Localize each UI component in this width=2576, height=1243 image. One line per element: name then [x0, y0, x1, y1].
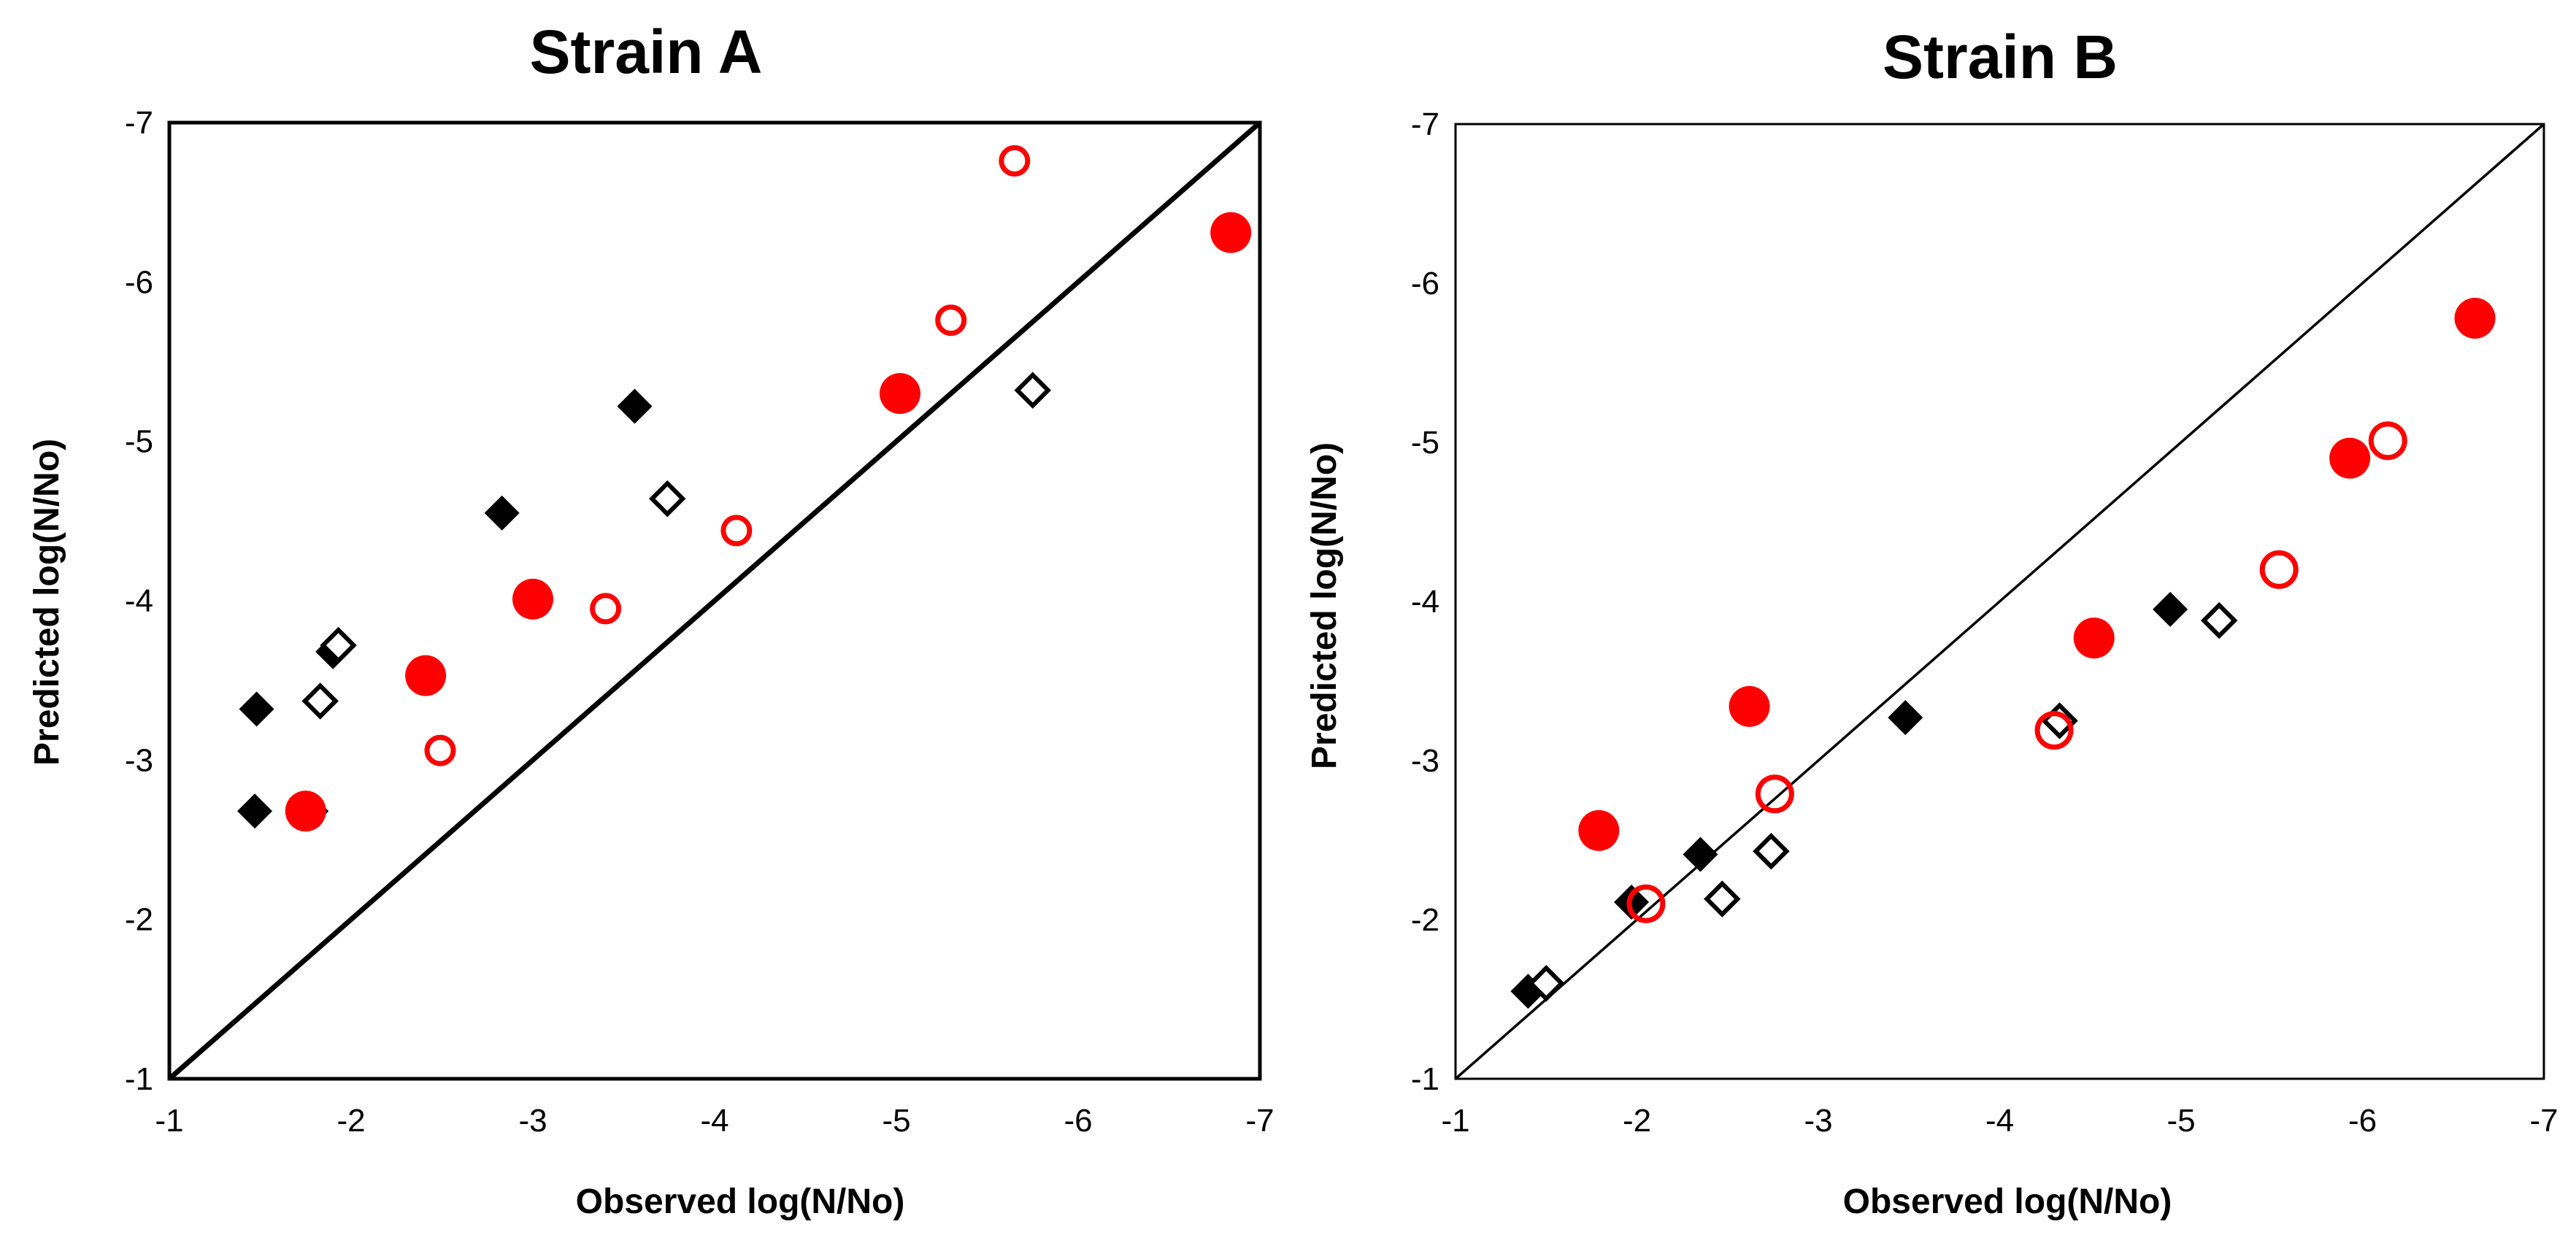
point-black-filled-diamond-strain-a — [239, 691, 274, 727]
y-tick-label-strain-b: -3 — [1411, 743, 1439, 779]
y-tick-labels-strain-b: -1 -2 -3 -4 -5 -6 -7 — [1411, 107, 1439, 1097]
y-tick-labels-strain-a: -1 -2 -3 -4 -5 -6 -7 — [125, 105, 153, 1097]
x-tick-label-strain-b: -1 — [1441, 1103, 1469, 1139]
point-red-filled-circle-strain-a — [512, 578, 553, 620]
x-axis-title-strain-b: Observed log(N/No) — [1843, 1182, 2172, 1221]
x-tick-label-strain-a: -7 — [1245, 1103, 1274, 1139]
y-tick-label-strain-b: -2 — [1411, 902, 1439, 938]
data-points-strain-b — [1510, 297, 2496, 1009]
x-tick-label-strain-a: -1 — [155, 1103, 183, 1139]
y-tick-label-strain-a: -1 — [125, 1061, 153, 1097]
point-red-filled-circle-strain-b — [1729, 685, 1770, 727]
point-red-open-circle-strain-b — [2034, 711, 2074, 750]
y-tick-label-strain-b: -5 — [1411, 425, 1439, 461]
point-red-open-circle-strain-b — [1755, 774, 1794, 814]
point-red-open-circle-strain-a — [935, 304, 967, 336]
y-tick-label-strain-a: -6 — [125, 264, 153, 300]
y-tick-label-strain-b: -4 — [1411, 584, 1439, 620]
point-black-open-diamond-strain-b — [1753, 833, 1790, 870]
point-black-filled-diamond-strain-b — [1683, 836, 1718, 872]
panel-strain-a: Strain A Predicted log(N/No) Observed lo… — [28, 18, 1274, 1221]
y-axis-title-strain-b: Predicted log(N/No) — [1305, 442, 1344, 769]
point-red-filled-circle-strain-a — [879, 373, 920, 415]
identity-line-strain-b — [1454, 123, 2545, 1080]
point-black-open-diamond-strain-a — [649, 480, 686, 517]
point-black-open-diamond-strain-a — [1014, 372, 1051, 409]
point-red-filled-circle-strain-a — [1210, 212, 1252, 253]
y-tick-label-strain-a: -4 — [125, 583, 153, 619]
point-red-open-circle-strain-a — [720, 515, 753, 547]
point-black-filled-diamond-strain-a — [237, 793, 273, 829]
point-black-open-diamond-strain-b — [1704, 880, 1741, 917]
point-red-open-circle-strain-b — [2259, 550, 2299, 589]
point-red-filled-circle-strain-a — [285, 790, 326, 832]
point-red-open-circle-strain-a — [424, 734, 456, 766]
point-black-open-diamond-strain-b — [2200, 601, 2238, 639]
y-tick-label-strain-b: -6 — [1411, 266, 1439, 301]
x-tick-label-strain-b: -7 — [2529, 1103, 2558, 1139]
point-red-open-circle-strain-a — [590, 593, 622, 625]
x-tick-label-strain-b: -6 — [2348, 1103, 2377, 1139]
x-tick-label-strain-a: -6 — [1064, 1103, 1092, 1139]
point-black-open-diamond-strain-b — [1528, 964, 1565, 1002]
x-tick-label-strain-b: -5 — [2166, 1103, 2195, 1139]
point-black-open-diamond-strain-a — [320, 626, 357, 664]
x-tick-labels-strain-b: -1 -2 -3 -4 -5 -6 -7 — [1441, 1103, 2558, 1139]
data-points-strain-a — [237, 145, 1252, 832]
x-axis-title-strain-a: Observed log(N/No) — [576, 1182, 905, 1221]
y-tick-label-strain-a: -5 — [125, 424, 153, 460]
chart-title-strain-a: Strain A — [530, 18, 763, 86]
x-tick-label-strain-a: -2 — [337, 1103, 365, 1139]
point-black-filled-diamond-strain-a — [617, 388, 653, 424]
x-tick-label-strain-a: -3 — [518, 1103, 547, 1139]
y-axis-title-strain-a: Predicted log(N/No) — [28, 439, 66, 766]
point-red-filled-circle-strain-b — [2329, 437, 2371, 479]
y-tick-label-strain-a: -7 — [125, 105, 153, 141]
x-tick-label-strain-a: -4 — [700, 1103, 728, 1139]
chart-title-strain-b: Strain B — [1883, 23, 2118, 91]
identity-line-strain-a — [167, 120, 1262, 1081]
point-black-filled-diamond-strain-b — [1888, 700, 1923, 736]
panel-strain-b: Strain B Predicted log(N/No) Observed lo… — [1305, 23, 2558, 1221]
point-black-filled-diamond-strain-a — [484, 495, 520, 531]
plot-area-strain-a — [167, 120, 1262, 1081]
point-black-open-diamond-strain-a — [301, 682, 339, 720]
y-tick-label-strain-a: -3 — [125, 742, 153, 778]
point-red-filled-circle-strain-a — [405, 655, 447, 696]
point-red-filled-circle-strain-b — [2454, 297, 2496, 339]
point-red-filled-circle-strain-b — [1578, 809, 1620, 851]
x-tick-label-strain-b: -4 — [1985, 1103, 2014, 1139]
point-red-open-circle-strain-b — [2368, 421, 2407, 461]
y-tick-label-strain-b: -1 — [1411, 1061, 1439, 1097]
x-tick-label-strain-b: -2 — [1623, 1103, 1651, 1139]
point-red-open-circle-strain-a — [999, 145, 1031, 177]
y-tick-label-strain-a: -2 — [125, 902, 153, 938]
y-tick-label-strain-b: -7 — [1411, 107, 1439, 142]
x-tick-labels-strain-a: -1 -2 -3 -4 -5 -6 -7 — [155, 1103, 1274, 1139]
plot-area-strain-b — [1454, 123, 2545, 1080]
point-red-open-circle-strain-b — [1626, 884, 1666, 923]
x-tick-label-strain-a: -5 — [882, 1103, 910, 1139]
point-red-filled-circle-strain-b — [2073, 617, 2115, 659]
x-tick-label-strain-b: -3 — [1804, 1103, 1832, 1139]
point-black-filled-diamond-strain-b — [2153, 591, 2188, 627]
